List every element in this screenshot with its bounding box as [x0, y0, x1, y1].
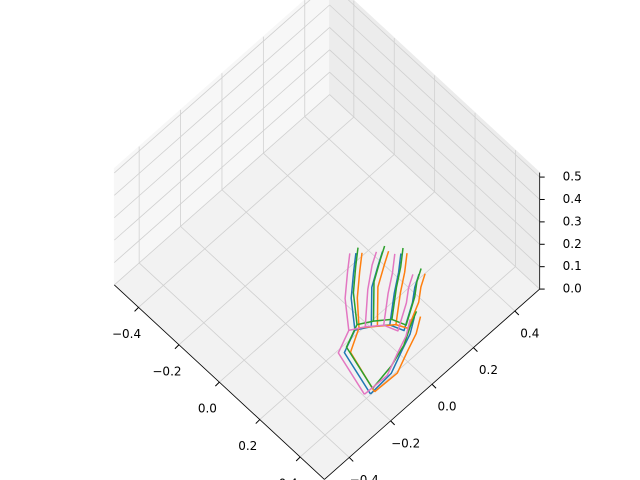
grid-line [304, 116, 516, 312]
z-tick-label: 0.3 [563, 214, 582, 228]
grid-line [114, 27, 330, 219]
x-tick [174, 344, 180, 350]
x-tick-label: 0.0 [198, 402, 217, 416]
series-line [337, 251, 414, 395]
grid-line [114, 0, 311, 174]
grid-line [329, 4, 540, 200]
grid-line [180, 226, 391, 422]
x-tick [295, 456, 301, 462]
grid-line [347, 0, 540, 178]
series-line [343, 251, 420, 395]
grid-line [329, 71, 540, 267]
series-line [345, 245, 422, 389]
y-tick [473, 347, 478, 352]
y-tick-label: −0.4 [350, 473, 379, 480]
grid-line [114, 49, 330, 241]
series-line [349, 250, 426, 393]
grid-line [221, 189, 433, 385]
y-tick [514, 310, 520, 316]
grid-line [114, 71, 330, 263]
y-tick [431, 383, 437, 389]
grid-line [263, 152, 474, 348]
z-tick-label: 0.1 [563, 259, 582, 273]
x-tick [255, 419, 261, 424]
x-tick [134, 307, 139, 312]
z-tick-label: 0.0 [563, 282, 582, 296]
grid-line [138, 262, 350, 458]
z-tick-label: 0.5 [563, 170, 582, 184]
x-tick-label: −0.4 [112, 327, 141, 341]
x-tick-label: 0.4 [279, 476, 298, 480]
x-tick-label: −0.2 [152, 364, 181, 378]
y-tick-label: 0.2 [479, 363, 498, 377]
y-tick [348, 457, 354, 462]
grid-line [114, 94, 330, 286]
y-tick-label: 0.0 [437, 400, 456, 414]
grid-line [329, 94, 540, 290]
grid-line [114, 4, 330, 196]
y-tick-label: 0.4 [520, 327, 539, 341]
x-tick [215, 381, 220, 387]
grid-line [329, 49, 540, 245]
x-tick-label: 0.2 [238, 439, 257, 453]
x-axis-line [114, 284, 325, 480]
z-tick-label: 0.2 [563, 237, 582, 251]
grid-line [329, 27, 540, 223]
y-axis-line [324, 288, 540, 480]
y-tick-label: −0.2 [391, 436, 420, 450]
y-tick [390, 420, 395, 426]
z-tick-label: 0.4 [563, 192, 582, 206]
